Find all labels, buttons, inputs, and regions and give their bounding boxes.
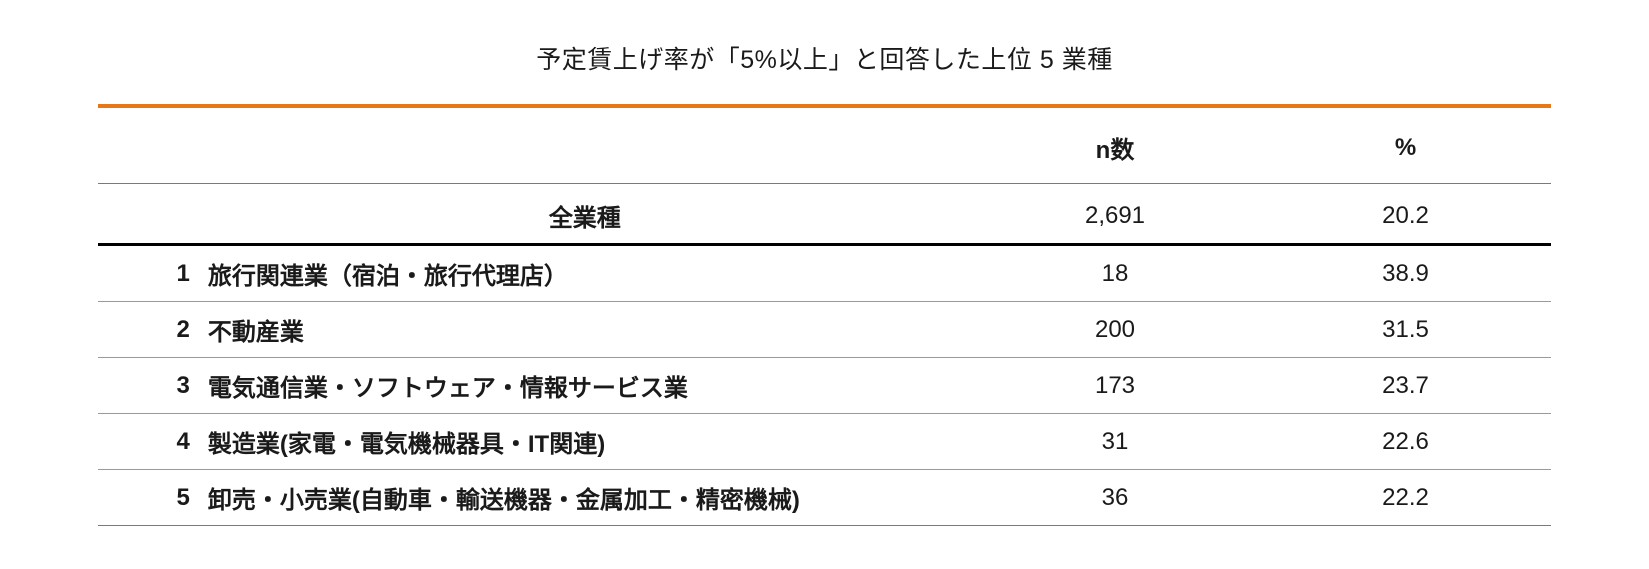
- cell-rank: 1: [98, 245, 200, 302]
- cell-rank: 3: [98, 358, 200, 414]
- cell-n: 200: [970, 302, 1261, 358]
- table-header: n数 %: [98, 106, 1551, 184]
- table-row-total: 全業種 2,691 20.2: [98, 184, 1551, 245]
- cell-rank: 4: [98, 414, 200, 470]
- table-row: 3 電気通信業・ソフトウェア・情報サービス業 173 23.7: [98, 358, 1551, 414]
- table-row: 2 不動産業 200 31.5: [98, 302, 1551, 358]
- cell-rank: [98, 184, 200, 245]
- cell-pct: 20.2: [1260, 184, 1551, 245]
- cell-pct: 22.6: [1260, 414, 1551, 470]
- cell-rank: 2: [98, 302, 200, 358]
- cell-rank: 5: [98, 470, 200, 526]
- col-header-pct: %: [1260, 106, 1551, 184]
- cell-name: 全業種: [200, 184, 970, 245]
- table-row: 1 旅行関連業（宿泊・旅行代理店） 18 38.9: [98, 245, 1551, 302]
- cell-n: 31: [970, 414, 1261, 470]
- cell-name: 卸売・小売業(自動車・輸送機器・金属加工・精密機械): [200, 470, 970, 526]
- table-title: 予定賃上げ率が「5%以上」と回答した上位 5 業種: [60, 40, 1589, 76]
- industry-table: n数 % 全業種 2,691 20.2 1 旅行関連業（宿泊・旅行代理店） 18…: [98, 104, 1551, 526]
- col-header-n: n数: [970, 106, 1261, 184]
- cell-pct: 23.7: [1260, 358, 1551, 414]
- cell-pct: 31.5: [1260, 302, 1551, 358]
- cell-name: 製造業(家電・電気機械器具・IT関連): [200, 414, 970, 470]
- table-body: 全業種 2,691 20.2 1 旅行関連業（宿泊・旅行代理店） 18 38.9…: [98, 184, 1551, 526]
- cell-name: 不動産業: [200, 302, 970, 358]
- table-row: 4 製造業(家電・電気機械器具・IT関連) 31 22.6: [98, 414, 1551, 470]
- cell-name: 電気通信業・ソフトウェア・情報サービス業: [200, 358, 970, 414]
- col-header-name: [200, 106, 970, 184]
- cell-n: 36: [970, 470, 1261, 526]
- cell-pct: 38.9: [1260, 245, 1551, 302]
- cell-n: 2,691: [970, 184, 1261, 245]
- cell-pct: 22.2: [1260, 470, 1551, 526]
- cell-name: 旅行関連業（宿泊・旅行代理店）: [200, 245, 970, 302]
- cell-n: 18: [970, 245, 1261, 302]
- cell-n: 173: [970, 358, 1261, 414]
- col-header-rank: [98, 106, 200, 184]
- table-row: 5 卸売・小売業(自動車・輸送機器・金属加工・精密機械) 36 22.2: [98, 470, 1551, 526]
